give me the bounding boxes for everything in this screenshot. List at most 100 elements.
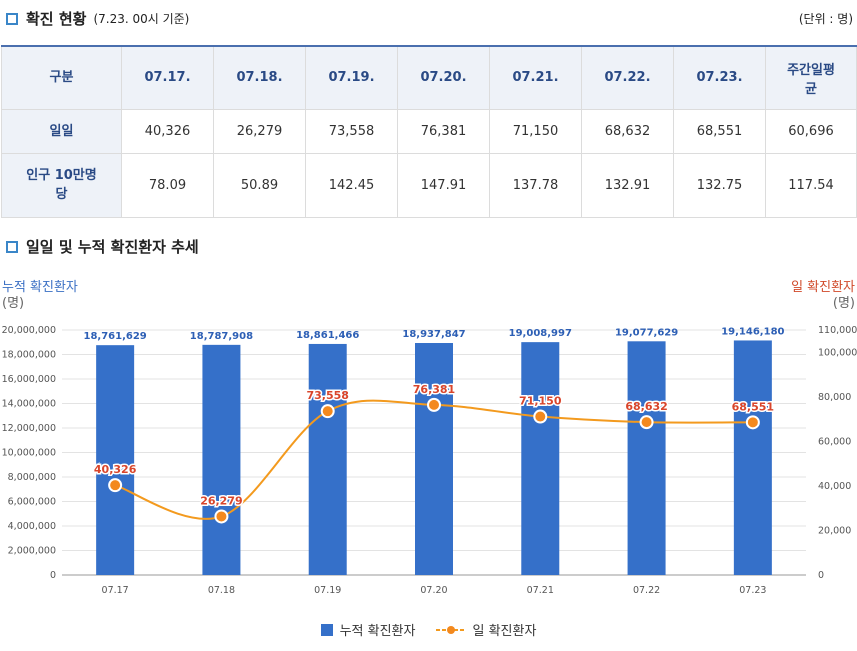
right-axis-title-text: 일 확진환자 xyxy=(791,280,855,295)
legend-item-line[interactable]: 일 확진환자 xyxy=(435,620,536,639)
y-left-tick-label: 4,000,000 xyxy=(8,521,56,532)
table-header-cell: 07.18. xyxy=(213,44,306,110)
table-cell: 132.75 xyxy=(673,152,766,219)
x-tick-label: 07.23 xyxy=(739,585,766,596)
status-table: 구분 07.17. 07.18. 07.19. 07.20. 07.21. 07… xyxy=(1,44,857,219)
bar xyxy=(308,343,347,575)
bar xyxy=(521,342,560,575)
table-header-cell: 구분 xyxy=(1,44,122,110)
table-cell: 76,381 xyxy=(397,108,490,154)
x-tick-label: 07.21 xyxy=(527,585,554,596)
square-bullet-icon xyxy=(6,12,18,25)
y-left-tick-label: 20,000,000 xyxy=(2,325,56,336)
right-axis-unit: (명) xyxy=(832,296,855,311)
legend-bar-label: 누적 확진환자 xyxy=(339,624,416,639)
legend-line-swatch xyxy=(436,625,467,634)
line-value-label: 71,150 xyxy=(519,395,562,408)
table-cell: 78.09 xyxy=(121,152,214,219)
section-title: 일일 및 누적 확진환자 추세 xyxy=(26,238,199,256)
line-point xyxy=(320,404,335,419)
table-row-label: 인구 10만명당 xyxy=(1,152,122,219)
table-header-cell: 07.19. xyxy=(305,44,398,110)
y-right-tick-label: 20,000 xyxy=(818,525,851,536)
table-cell: 147.91 xyxy=(397,152,490,219)
y-left-tick-label: 18,000,000 xyxy=(2,350,56,361)
x-tick-label: 07.17 xyxy=(102,585,129,596)
table-cell: 60,696 xyxy=(765,108,857,154)
combo-chart: 0 2,000,000 4,000,000 6,000,000 8,000,000 10,… xyxy=(2,325,857,596)
y-left-tick-label: 2,000,000 xyxy=(8,546,56,557)
bar-value-label: 18,937,847 xyxy=(402,329,465,340)
y-left-tick-label: 16,000,000 xyxy=(2,374,56,385)
bar-value-label: 19,146,180 xyxy=(721,326,784,337)
line-value-label: 68,551 xyxy=(732,400,774,413)
y-left-tick-label: 10,000,000 xyxy=(2,448,56,459)
x-tick-label: 07.18 xyxy=(208,585,235,596)
bar xyxy=(415,343,453,575)
section-header-status: 확진 현황 (7.23. 00시 기준) xyxy=(6,8,189,29)
x-tick-label: 07.22 xyxy=(633,585,660,596)
table-cell: 68,551 xyxy=(673,108,766,154)
bar-value-label: 18,761,629 xyxy=(84,331,147,342)
bar xyxy=(202,344,241,575)
legend-item-bar[interactable]: 누적 확진환자 xyxy=(320,620,416,639)
y-left-tick-label: 12,000,000 xyxy=(2,423,56,434)
table-header-cell: 07.20. xyxy=(397,44,490,110)
line-value-label: 68,632 xyxy=(625,400,667,413)
legend-bar-swatch xyxy=(320,623,333,636)
y-right-tick-label: 110,000 xyxy=(818,325,857,336)
line-point xyxy=(427,397,441,412)
table-cell: 68,632 xyxy=(581,108,674,154)
table-cell: 50.89 xyxy=(213,152,306,219)
line-point xyxy=(745,415,760,430)
table-header-cell: 07.21. xyxy=(489,44,582,110)
bar-value-label: 19,008,997 xyxy=(509,328,572,339)
unit-label: (단위 : 명) xyxy=(798,12,853,26)
chart-legend: 누적 확진환자 일 확진환자 xyxy=(0,620,857,639)
table-cell: 26,279 xyxy=(213,108,306,154)
bar-value-label: 18,861,466 xyxy=(296,330,359,341)
y-right-tick-label: 0 xyxy=(818,570,824,581)
table-cell: 73,558 xyxy=(305,108,398,154)
y-right-tick-label: 40,000 xyxy=(818,481,851,492)
table-cell: 40,326 xyxy=(121,108,214,154)
left-axis-title-text: 누적 확진환자 xyxy=(2,280,78,295)
table-row-label: 일일 xyxy=(1,108,122,154)
line-value-label: 26,279 xyxy=(200,494,242,507)
square-bullet-icon xyxy=(6,240,18,253)
line-value-label: 73,558 xyxy=(306,389,348,402)
right-axis-title: 일 확진환자 (명) xyxy=(791,280,855,312)
table-header-cell: 07.22. xyxy=(581,44,674,110)
line-point xyxy=(214,509,229,524)
line-value-label: 76,381 xyxy=(413,383,455,396)
table-cell: 71,150 xyxy=(489,108,582,154)
legend-line-label: 일 확진환자 xyxy=(472,624,537,639)
y-left-tick-label: 0 xyxy=(50,570,56,581)
table-row: 인구 10만명당 78.09 50.89 142.45 147.91 137.7… xyxy=(1,152,857,219)
line-point xyxy=(639,415,654,430)
bar xyxy=(733,340,772,575)
table-cell: 137.78 xyxy=(489,152,582,219)
table-header-cell: 07.17. xyxy=(121,44,214,110)
bar-value-label: 18,787,908 xyxy=(190,331,253,342)
left-axis-unit: (명) xyxy=(2,296,25,311)
y-left-tick-label: 8,000,000 xyxy=(8,472,56,483)
bar-value-label: 19,077,629 xyxy=(615,327,678,338)
section-title: 확진 현황 xyxy=(26,10,87,28)
table-header-cell: 07.23. xyxy=(673,44,766,110)
bar xyxy=(96,345,135,575)
section-subtitle: (7.23. 00시 기준) xyxy=(93,12,190,26)
x-tick-label: 07.20 xyxy=(420,585,447,596)
table-header-cell: 주간일평균 xyxy=(765,44,857,110)
bar xyxy=(627,341,666,575)
line-point xyxy=(533,409,548,424)
table-row: 일일 40,326 26,279 73,558 76,381 71,150 68… xyxy=(1,108,857,154)
line-value-label: 40,326 xyxy=(94,463,137,476)
table-cell: 117.54 xyxy=(765,152,857,219)
y-right-tick-label: 80,000 xyxy=(818,392,851,403)
x-tick-label: 07.19 xyxy=(314,585,341,596)
table-cell: 132.91 xyxy=(581,152,674,219)
table-cell: 142.45 xyxy=(305,152,398,219)
y-right-tick-label: 60,000 xyxy=(818,436,851,447)
y-left-tick-label: 6,000,000 xyxy=(8,497,56,508)
